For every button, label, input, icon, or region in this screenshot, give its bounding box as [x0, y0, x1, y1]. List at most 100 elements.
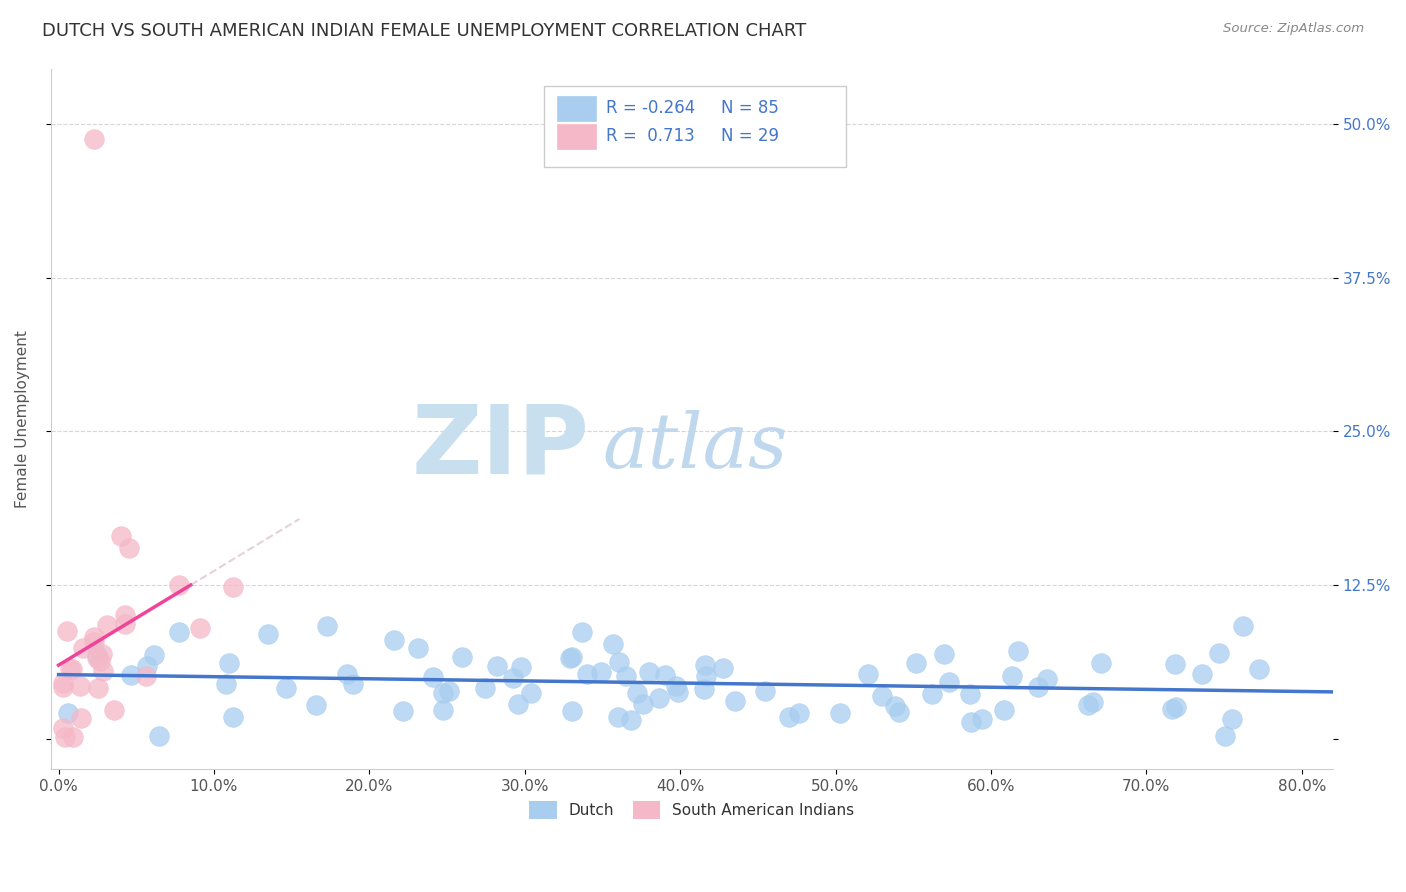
Point	[222, 709, 245, 723]
Point	[485, 659, 508, 673]
Point	[1035, 672, 1057, 686]
Point	[55, 624, 77, 639]
Point	[872, 689, 894, 703]
Text: R =  0.713: R = 0.713	[606, 128, 695, 145]
Point	[439, 684, 461, 698]
Point	[509, 660, 531, 674]
Point	[103, 703, 125, 717]
Point	[70, 710, 93, 724]
Text: ZIP: ZIP	[412, 401, 589, 493]
Point	[110, 529, 132, 543]
Point	[1081, 695, 1104, 709]
Point	[602, 637, 624, 651]
Point	[787, 706, 810, 721]
Point	[188, 621, 211, 635]
Point	[889, 705, 911, 719]
Point	[778, 710, 800, 724]
Point	[451, 649, 474, 664]
Point	[221, 580, 243, 594]
Point	[591, 665, 613, 679]
Point	[218, 656, 240, 670]
Point	[571, 624, 593, 639]
Point	[392, 704, 415, 718]
Point	[1191, 667, 1213, 681]
Point	[695, 668, 717, 682]
Point	[711, 661, 734, 675]
Point	[938, 675, 960, 690]
Point	[257, 627, 280, 641]
Point	[167, 625, 190, 640]
Point	[169, 578, 191, 592]
Point	[52, 680, 75, 694]
Point	[56, 706, 79, 720]
Point	[666, 685, 689, 699]
Point	[60, 662, 83, 676]
Point	[406, 641, 429, 656]
Point	[858, 667, 880, 681]
Point	[993, 703, 1015, 717]
Point	[1215, 729, 1237, 743]
Point	[693, 681, 716, 696]
Point	[1164, 657, 1187, 672]
Point	[626, 686, 648, 700]
Point	[607, 655, 630, 669]
Point	[724, 694, 747, 708]
Point	[72, 641, 94, 656]
Point	[614, 669, 637, 683]
Point	[1077, 698, 1099, 712]
Point	[606, 709, 628, 723]
Point	[1208, 646, 1230, 660]
Point	[508, 697, 530, 711]
Point	[114, 616, 136, 631]
Point	[1249, 662, 1271, 676]
Point	[561, 704, 583, 718]
Point	[620, 713, 643, 727]
Point	[96, 618, 118, 632]
Point	[143, 648, 166, 662]
Point	[62, 730, 84, 744]
Point	[1161, 702, 1184, 716]
Point	[91, 647, 114, 661]
Point	[117, 541, 139, 555]
Point	[315, 619, 337, 633]
Point	[502, 671, 524, 685]
Point	[883, 699, 905, 714]
Point	[830, 706, 852, 721]
Point	[693, 658, 716, 673]
Point	[904, 656, 927, 670]
Point	[305, 698, 328, 713]
Point	[86, 648, 108, 662]
Point	[422, 670, 444, 684]
Text: atlas: atlas	[602, 410, 787, 484]
Point	[52, 676, 75, 690]
Point	[53, 731, 76, 745]
Text: DUTCH VS SOUTH AMERICAN INDIAN FEMALE UNEMPLOYMENT CORRELATION CHART: DUTCH VS SOUTH AMERICAN INDIAN FEMALE UN…	[42, 22, 807, 40]
Point	[520, 686, 543, 700]
Point	[336, 666, 359, 681]
Text: N = 29: N = 29	[721, 128, 779, 145]
Point	[1000, 669, 1022, 683]
FancyBboxPatch shape	[557, 95, 596, 121]
Point	[58, 662, 80, 676]
FancyBboxPatch shape	[544, 86, 845, 167]
Point	[432, 686, 454, 700]
Point	[69, 679, 91, 693]
Point	[932, 647, 955, 661]
Point	[114, 608, 136, 623]
Point	[648, 691, 671, 706]
Point	[959, 687, 981, 701]
Point	[83, 131, 105, 145]
Point	[276, 681, 298, 696]
Point	[1090, 656, 1112, 670]
Point	[960, 715, 983, 730]
Text: R = -0.264: R = -0.264	[606, 100, 695, 118]
Point	[382, 632, 405, 647]
Point	[148, 729, 170, 743]
Point	[93, 665, 115, 679]
Point	[83, 635, 105, 649]
Point	[970, 712, 993, 726]
Point	[1026, 680, 1049, 694]
Point	[631, 697, 654, 711]
Point	[654, 668, 676, 682]
Text: N = 85: N = 85	[721, 100, 779, 118]
